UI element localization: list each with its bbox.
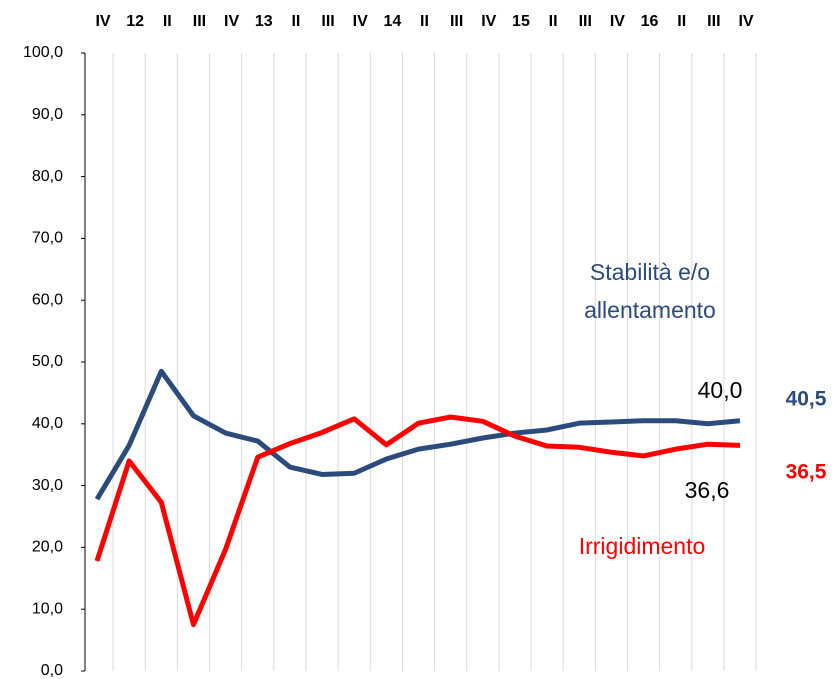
x-tick-label: IV xyxy=(481,13,496,30)
y-tick-label: 70,0 xyxy=(32,230,63,247)
x-tick-label: 14 xyxy=(383,13,401,30)
x-tick-label: II xyxy=(677,13,686,30)
end-label: 40,5 xyxy=(786,388,827,411)
series-label: Stabilità e/o allentamento xyxy=(584,259,716,323)
y-tick-label: 10,0 xyxy=(32,600,63,617)
x-tick-label: 15 xyxy=(512,13,530,30)
x-tick-label: III xyxy=(321,13,334,30)
annotation: 40,0 xyxy=(698,377,743,403)
y-tick-label: 60,0 xyxy=(32,291,63,308)
x-tick-label: III xyxy=(707,13,720,30)
x-tick-label: II xyxy=(291,13,300,30)
x-tick-label: IV xyxy=(224,13,239,30)
annotation: 36,6 xyxy=(685,477,730,503)
x-tick-label: III xyxy=(579,13,592,30)
series-label-line: Stabilità e/o xyxy=(590,259,710,285)
x-tick-label: 12 xyxy=(126,13,144,30)
y-tick-label: 30,0 xyxy=(32,477,63,494)
y-tick-label: 50,0 xyxy=(32,353,63,370)
x-tick-label: IV xyxy=(738,13,753,30)
x-tick-label: II xyxy=(420,13,429,30)
end-label: 36,5 xyxy=(786,461,827,484)
x-tick-label: II xyxy=(163,13,172,30)
x-tick-label: IV xyxy=(353,13,368,30)
x-tick-label: 16 xyxy=(641,13,659,30)
series-label: Irrigidimento xyxy=(579,533,706,559)
y-tick-label: 100,0 xyxy=(23,44,63,61)
x-tick-label: III xyxy=(193,13,206,30)
x-tick-label: 13 xyxy=(255,13,273,30)
x-tick-label: IV xyxy=(610,13,625,30)
series-line xyxy=(94,414,741,628)
series-label-line: allentamento xyxy=(584,297,716,323)
x-tick-label: III xyxy=(450,13,463,30)
y-tick-label: 80,0 xyxy=(32,168,63,185)
x-tick-label: II xyxy=(549,13,558,30)
y-tick-label: 90,0 xyxy=(32,106,63,123)
y-tick-label: 40,0 xyxy=(32,415,63,432)
y-tick-label: 0,0 xyxy=(41,662,63,679)
x-tick-label: IV xyxy=(95,13,110,30)
y-tick-label: 20,0 xyxy=(32,539,63,556)
series-line xyxy=(94,368,741,501)
